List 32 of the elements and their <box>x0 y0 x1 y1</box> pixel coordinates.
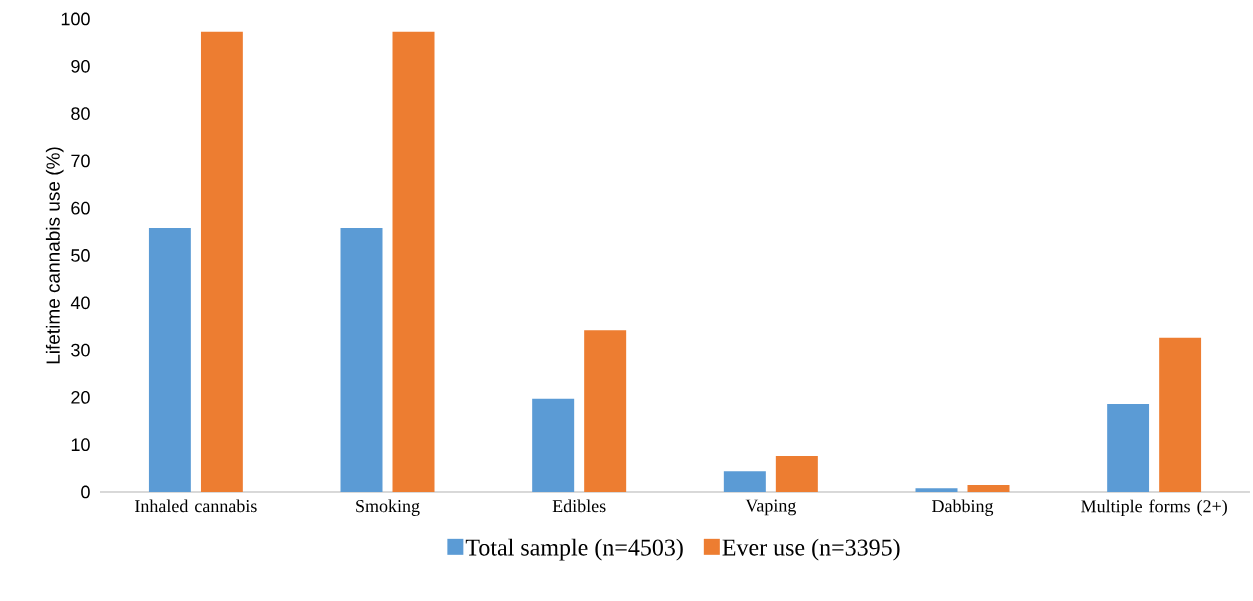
bar <box>1107 404 1150 492</box>
y-tick-label: 10 <box>71 438 90 452</box>
y-tick-label: 50 <box>71 249 90 262</box>
x-tick-label: Vaping <box>745 499 797 516</box>
bar <box>775 456 818 492</box>
x-tick-label: Dabbing <box>932 499 994 516</box>
x-tick-label: Smoking <box>356 499 420 516</box>
x-tick-label: Multiple forms (2+) <box>1081 499 1227 517</box>
bar <box>915 488 958 492</box>
y-tick-label: 60 <box>71 201 90 215</box>
y-tick-label: 70 <box>71 154 90 168</box>
y-tick-label: 100 <box>61 12 90 26</box>
y-tick-label: 80 <box>71 107 90 120</box>
legend-label: Ever use (n=3395) <box>722 538 900 561</box>
y-tick-label: 40 <box>70 296 90 310</box>
x-tick-label: Inhaled cannabis <box>135 499 257 513</box>
bar <box>723 471 766 492</box>
legend-label: Total sample (n=4503) <box>465 538 683 561</box>
bar <box>967 484 1010 492</box>
y-tick-label: 0 <box>81 485 90 499</box>
y-tick-label: 30 <box>71 343 90 357</box>
bar <box>1159 337 1202 492</box>
bar <box>148 228 191 492</box>
y-tick-label: 20 <box>71 391 90 404</box>
x-tick-label: Edibles <box>552 499 606 513</box>
bar <box>584 330 627 492</box>
bar <box>532 398 575 492</box>
y-tick-label: 90 <box>71 59 90 73</box>
bar <box>200 31 243 492</box>
bar <box>392 31 435 492</box>
bar <box>340 228 383 492</box>
y-axis-title: Lifetime cannabis use (%) <box>45 147 64 364</box>
